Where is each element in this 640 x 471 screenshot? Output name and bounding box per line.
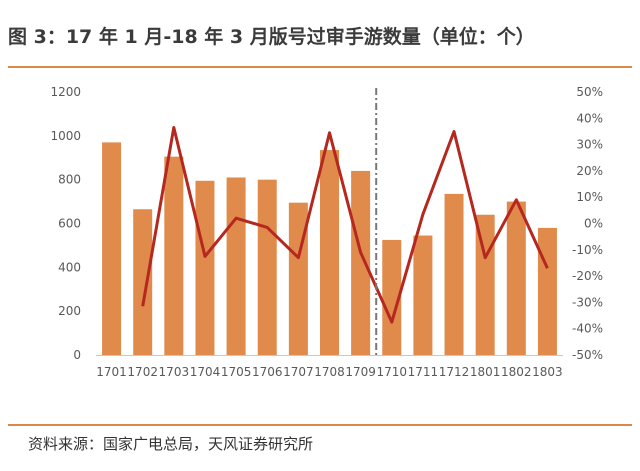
x-tick-label: 1701 (96, 365, 127, 379)
right-axis-ticks: -50% -40% -30% -20% -10% 0% 10% 20% 30% 40% 50% (572, 85, 603, 362)
x-tick-label: 1712 (439, 365, 470, 379)
bar-1709 (351, 170, 371, 355)
source-note: 资料来源：国家广电总局，天风证券研究所 (28, 435, 314, 453)
right-tick-label: 0% (584, 217, 603, 231)
bar-1712 (444, 193, 464, 355)
x-tick-label: 1803 (532, 365, 563, 379)
bar-1703 (164, 156, 184, 355)
bar-1701 (102, 142, 122, 355)
right-tick-label: 40% (576, 111, 603, 125)
bar-1710 (382, 239, 402, 355)
left-tick-label: 800 (58, 173, 81, 187)
x-tick-label: 1802 (501, 365, 532, 379)
right-tick-label: 30% (576, 138, 603, 152)
right-tick-label: 10% (576, 190, 603, 204)
bar-1803 (537, 227, 557, 355)
left-axis-ticks: 0 200 400 600 800 1000 1200 (50, 85, 81, 362)
right-tick-label: 20% (576, 164, 603, 178)
x-tick-label: 1707 (283, 365, 314, 379)
line-series (141, 126, 549, 324)
left-tick-label: 0 (73, 348, 81, 362)
left-tick-label: 600 (58, 217, 81, 231)
axes (96, 88, 563, 356)
x-tick-label: 1801 (470, 365, 501, 379)
left-tick-label: 1200 (50, 85, 81, 99)
x-tick-label: 1703 (159, 365, 190, 379)
chart-title: 图 3：17 年 1 月-18 年 3 月版号过审手游数量（单位：个） (8, 26, 535, 48)
title-divider (8, 66, 632, 68)
right-tick-label: -10% (572, 243, 603, 257)
x-tick-label: 1709 (345, 365, 376, 379)
right-tick-label: -50% (572, 348, 603, 362)
bar-1704 (195, 180, 215, 355)
chart: 0 200 400 600 800 1000 1200 -50% -40% -30% -20% -1… (50, 85, 603, 379)
x-tick-label: 1710 (376, 365, 407, 379)
bar-1705 (226, 177, 246, 355)
left-tick-label: 400 (58, 260, 81, 274)
left-tick-label: 1000 (50, 129, 81, 143)
x-tick-label: 1708 (314, 365, 345, 379)
x-tick-label: 1702 (127, 365, 158, 379)
bar-1802 (506, 201, 526, 355)
bar-1711 (413, 235, 433, 355)
x-tick-label: 1705 (221, 365, 252, 379)
bar-1702 (133, 209, 153, 355)
right-tick-label: -20% (572, 269, 603, 283)
x-tick-label: 1704 (190, 365, 221, 379)
bar-1708 (320, 150, 339, 355)
right-tick-label: 50% (576, 85, 603, 99)
bar-1706 (257, 179, 277, 355)
x-tick-label: 1711 (408, 365, 439, 379)
x-tick-label: 1706 (252, 365, 283, 379)
x-axis-ticks: 1701 1702 1703 1704 1705 1706 1707 1708 1709 1710… (96, 365, 562, 379)
source-divider (8, 424, 632, 426)
growth-line (141, 126, 549, 324)
right-tick-label: -30% (572, 295, 603, 309)
left-tick-label: 200 (58, 304, 81, 318)
right-tick-label: -40% (572, 322, 603, 336)
